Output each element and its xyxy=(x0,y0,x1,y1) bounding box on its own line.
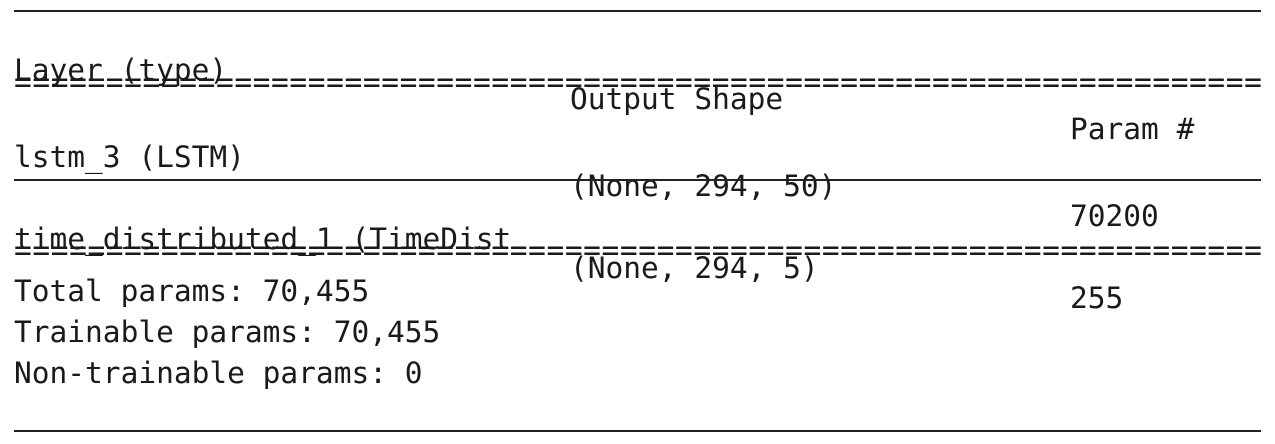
double-rule-top: ========================================… xyxy=(14,65,1263,99)
trainable-params: Trainable params: 70,455 xyxy=(14,315,441,349)
layer-param-count: 255 xyxy=(1070,280,1124,315)
layer-name: lstm_3 (LSTM) xyxy=(14,139,245,174)
layer-name: time_distributed_1 (TimeDist xyxy=(14,221,512,256)
total-params: Total params: 70,455 xyxy=(14,274,370,308)
header-layer-type: Layer (type) xyxy=(14,52,228,87)
layer-output-shape: (None, 294, 5) xyxy=(570,251,819,285)
double-rule-bottom: ========================================… xyxy=(14,233,1263,267)
layer-row: lstm_3 (LSTM) (None, 294, 50) 70200 xyxy=(0,113,1275,230)
layer-row: time_distributed_1 (TimeDist (None, 294,… xyxy=(0,195,1275,312)
header-row: Layer (type) Output Shape Param # xyxy=(0,26,1275,143)
layer-output-shape: (None, 294, 50) xyxy=(570,169,837,203)
header-output-shape: Output Shape xyxy=(570,82,784,116)
row-underscore-rule xyxy=(14,179,1261,181)
bottom-underscore-rule xyxy=(14,430,1261,432)
non-trainable-params: Non-trainable params: 0 xyxy=(14,356,423,390)
top-underscore-rule xyxy=(14,10,1261,12)
header-param-count: Param # xyxy=(1070,111,1195,146)
layer-param-count: 70200 xyxy=(1070,198,1159,233)
